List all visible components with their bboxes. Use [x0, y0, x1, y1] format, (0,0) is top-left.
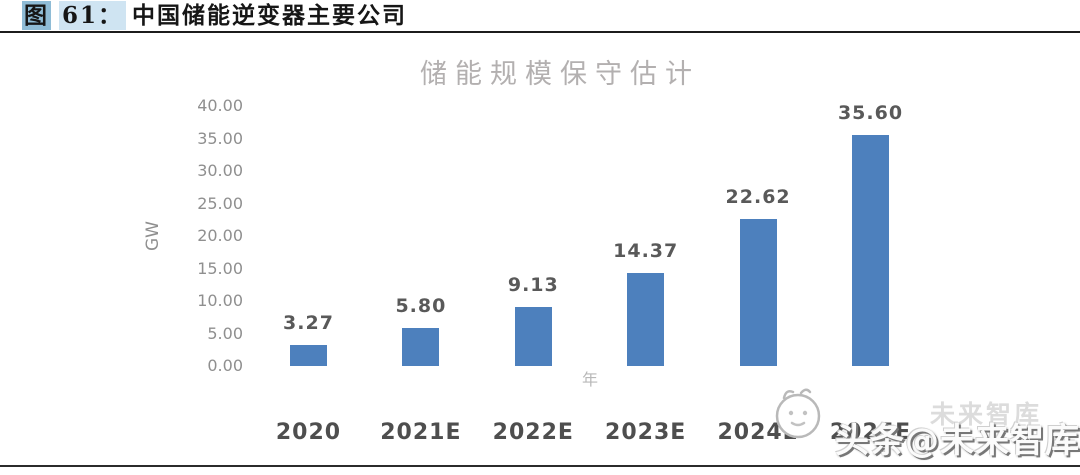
x-axis-category-label: 2021E: [380, 420, 462, 445]
bar: [514, 306, 552, 366]
header-rule: [0, 31, 1080, 33]
x-axis-category-label: 2025E: [829, 420, 912, 445]
y-axis-tick-label: 25.00: [197, 193, 243, 213]
figure-caption: 图 61： 中国储能逆变器主要公司: [22, 1, 408, 30]
watermark: 未来智库 头条@未来智库: [750, 387, 1080, 467]
y-axis-title: GW: [143, 221, 163, 251]
x-axis-title: 年: [581, 370, 598, 389]
bar: [739, 218, 777, 366]
y-axis-tick-label: 40.00: [197, 96, 243, 115]
chart-title: 储能规模保守估计: [420, 59, 700, 90]
bar-value-label: 22.62: [725, 185, 791, 208]
x-axis-category-label: 2020: [275, 420, 342, 445]
toutiao-mascot-icon: [768, 385, 826, 445]
watermark-ghost-text: 未来智库: [929, 400, 1042, 429]
x-axis-category-label: 2023E: [605, 420, 687, 445]
bar-value-label: 35.60: [837, 101, 904, 124]
bar-value-label: 5.80: [395, 295, 447, 318]
bar-value-label: 9.13: [507, 273, 559, 296]
bar: [402, 328, 440, 366]
y-axis-tick-label: 10.00: [197, 291, 243, 310]
y-axis-tick-label: 5.00: [207, 323, 243, 343]
figure-caption-number: 61：: [59, 1, 127, 30]
bar: [290, 344, 327, 366]
x-axis-category-label: 2022E: [492, 420, 574, 445]
y-axis-tick-label: 30.00: [197, 161, 243, 180]
figure-caption-char: 图: [22, 1, 51, 30]
y-axis-tick-label: 15.00: [197, 258, 243, 278]
bar: [852, 134, 889, 366]
figure-caption-title: 中国储能逆变器主要公司: [132, 2, 408, 29]
y-axis-tick-label: 35.00: [197, 128, 243, 148]
bar-value-label: 14.37: [613, 239, 679, 262]
y-axis-tick-label: 20.00: [197, 226, 243, 245]
bar: [627, 272, 665, 366]
bottom-rule: [0, 465, 1080, 467]
bar-chart: 储能规模保守估计 0.00 5.00 10.00 15.00 20.00 25.00 30.…: [0, 34, 1080, 464]
y-axis-tick-label: 0.00: [207, 356, 243, 375]
watermark-main-text: 头条@未来智库: [835, 421, 1080, 461]
bar-value-label: 3.27: [283, 311, 334, 334]
